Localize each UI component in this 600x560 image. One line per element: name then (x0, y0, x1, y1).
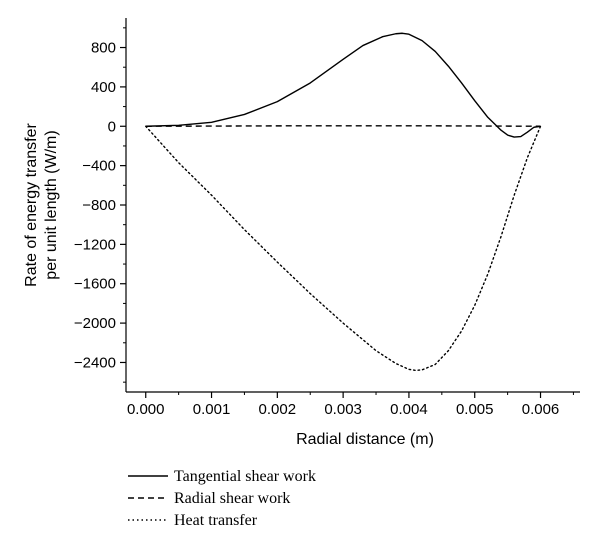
x-tick-label: 0.004 (390, 401, 428, 418)
x-axis-title: Radial distance (m) (296, 431, 434, 448)
x-tick-label: 0.001 (193, 401, 231, 418)
y-tick-label: −1600 (74, 276, 116, 293)
legend-label: Radial shear work (174, 490, 290, 507)
series-line (146, 126, 541, 370)
y-tick-label: 800 (91, 40, 116, 57)
y-tick-label: −400 (82, 158, 116, 175)
legend-label: Tangential shear work (174, 468, 316, 485)
y-tick-label: −2400 (74, 354, 116, 371)
x-tick-label: 0.002 (259, 401, 297, 418)
x-tick-label: 0.000 (127, 401, 165, 418)
y-axis-title-line: Rate of energy transfer (23, 123, 40, 287)
legend: Tangential shear work Radial shear work He… (128, 468, 316, 529)
y-tick-label: −800 (82, 197, 116, 214)
x-tick-label: 0.005 (456, 401, 494, 418)
x-tick-label: 0.003 (324, 401, 362, 418)
y-tick-label: −1200 (74, 236, 116, 253)
x-tick-label: 0.006 (522, 401, 560, 418)
legend-label: Heat transfer (174, 512, 258, 529)
y-tick-label: −2000 (74, 315, 116, 332)
series-line (146, 33, 541, 137)
y-axis-title-line: per unit length (W/m) (43, 130, 60, 279)
y-tick-label: 0 (108, 118, 116, 135)
plot-series (146, 33, 541, 370)
y-tick-label: 400 (91, 79, 116, 96)
axes: 800 400 0 −400 −800 −1200 −1600 −2000 −2400 0.000… (23, 18, 580, 448)
